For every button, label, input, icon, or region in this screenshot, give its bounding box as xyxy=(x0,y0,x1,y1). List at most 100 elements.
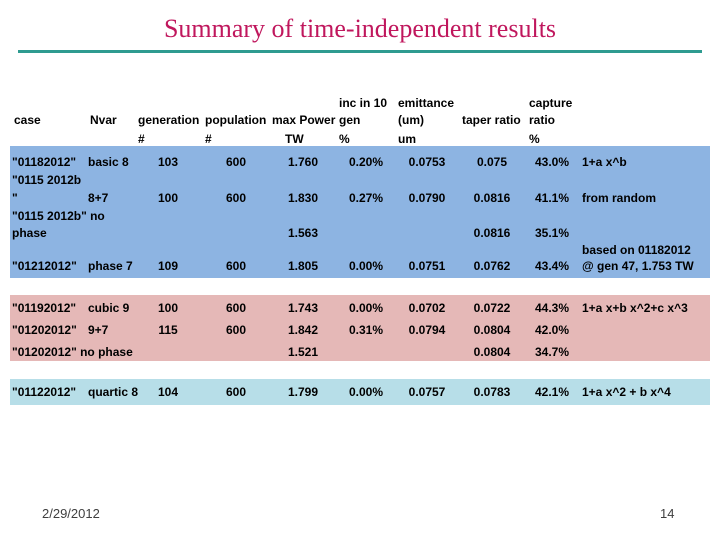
cell-nvar: cubic 9 xyxy=(88,301,130,315)
cell-note: 1+a x^b xyxy=(582,155,627,169)
cell-taper: 0.0783 xyxy=(473,385,511,399)
unit-inc: % xyxy=(339,132,350,146)
cell-case: "01122012" xyxy=(12,385,77,399)
header-um: (um) xyxy=(398,113,424,127)
cell-taper: 0.075 xyxy=(476,155,508,169)
cell-max-power: 1.521 xyxy=(287,345,319,359)
cell-case: phase xyxy=(12,226,47,240)
header-ratio: ratio xyxy=(529,113,556,127)
cell-generation: 109 xyxy=(157,259,179,273)
cell-inc: 0.00% xyxy=(348,301,384,315)
cell-capture: 42.1% xyxy=(534,385,570,399)
cell-capture: 41.1% xyxy=(534,191,570,205)
table-row: "01202012" no phase 1.521 0.0804 34.7% xyxy=(0,344,720,362)
table-row: "01182012" basic 8 103 600 1.760 0.20% 0… xyxy=(0,154,720,172)
cell-emittance: 0.0794 xyxy=(408,323,446,337)
cell-emittance: 0.0753 xyxy=(408,155,446,169)
highlight-band-pink xyxy=(10,295,710,361)
header-nvar: Nvar xyxy=(90,113,117,127)
table-row: "0115 2012b xyxy=(0,172,720,190)
cell-capture: 43.0% xyxy=(534,155,570,169)
cell-inc: 0.00% xyxy=(348,385,384,399)
header-capture: capture xyxy=(529,96,573,110)
cell-population: 600 xyxy=(225,155,247,169)
cell-taper: 0.0762 xyxy=(473,259,511,273)
header-max-power: max Power xyxy=(272,113,336,127)
table-row: "0115 2012b" no xyxy=(0,208,720,226)
table-row: "01192012" cubic 9 100 600 1.743 0.00% 0… xyxy=(0,300,720,318)
unit-generation: # xyxy=(138,132,145,146)
cell-generation: 115 xyxy=(158,323,178,337)
cell-case: "0115 2012b xyxy=(12,173,82,187)
table-header-row-2: case Nvar generation population max Powe… xyxy=(0,112,720,130)
cell-nvar: 8+7 xyxy=(88,191,109,205)
table-row: based on 01182012 xyxy=(0,242,720,260)
cell-capture: 44.3% xyxy=(534,301,570,315)
table-header-row-3: # # TW % um % xyxy=(0,131,720,149)
cell-max-power: 1.842 xyxy=(287,323,319,337)
cell-population: 600 xyxy=(225,385,247,399)
cell-inc: 0.00% xyxy=(348,259,384,273)
header-emittance: emittance xyxy=(398,96,455,110)
header-case: case xyxy=(14,113,41,127)
cell-inc: 0.27% xyxy=(348,191,384,205)
highlight-band-blue xyxy=(10,146,710,278)
cell-max-power: 1.563 xyxy=(287,226,319,240)
cell-population: 600 xyxy=(225,191,247,205)
cell-case: "01202012" xyxy=(12,323,77,337)
cell-case: " xyxy=(12,191,18,205)
cell-note: @ gen 47, 1.753 TW xyxy=(582,259,694,273)
cell-case: "01192012" xyxy=(12,301,77,315)
cell-generation: 100 xyxy=(157,191,179,205)
cell-generation: 104 xyxy=(157,385,179,399)
cell-taper: 0.0804 xyxy=(473,323,511,337)
cell-generation: 103 xyxy=(157,155,179,169)
cell-capture: 43.4% xyxy=(534,259,570,273)
table-row: " 8+7 100 600 1.830 0.27% 0.0790 0.0816 … xyxy=(0,190,720,208)
cell-note: based on 01182012 xyxy=(582,243,691,257)
cell-nvar: quartic 8 xyxy=(88,385,139,399)
page-number: 14 xyxy=(660,506,675,521)
cell-max-power: 1.830 xyxy=(287,191,319,205)
slide-date: 2/29/2012 xyxy=(42,506,100,521)
cell-inc: 0.20% xyxy=(348,155,384,169)
highlight-band-cyan xyxy=(10,379,710,405)
header-gen: gen xyxy=(339,113,361,127)
cell-case: "01182012" xyxy=(12,155,77,169)
cell-emittance: 0.0790 xyxy=(408,191,446,205)
cell-note: 1+a x^2 + b x^4 xyxy=(582,385,671,399)
cell-max-power: 1.805 xyxy=(287,259,319,273)
title-underline xyxy=(18,50,702,53)
cell-max-power: 1.743 xyxy=(287,301,319,315)
cell-case: "01212012" xyxy=(12,259,77,273)
cell-emittance: 0.0757 xyxy=(408,385,446,399)
cell-capture: 35.1% xyxy=(534,226,570,240)
table-row: "01122012" quartic 8 104 600 1.799 0.00%… xyxy=(0,384,720,402)
cell-note: from random xyxy=(582,191,657,205)
table-row: "01212012" phase 7 109 600 1.805 0.00% 0… xyxy=(0,258,720,276)
cell-nvar: basic 8 xyxy=(88,155,129,169)
unit-max-power: TW xyxy=(285,132,304,146)
header-population: population xyxy=(205,113,267,127)
header-taper-ratio: taper ratio xyxy=(462,113,521,127)
page-title: Summary of time-independent results xyxy=(163,14,557,43)
cell-generation: 100 xyxy=(157,301,179,315)
table-row: "01202012" 9+7 115 600 1.842 0.31% 0.079… xyxy=(0,322,720,340)
cell-nvar: 9+7 xyxy=(88,323,109,337)
cell-taper: 0.0722 xyxy=(473,301,511,315)
cell-max-power: 1.760 xyxy=(287,155,319,169)
cell-case: "0115 2012b" no xyxy=(12,209,105,223)
cell-population: 600 xyxy=(225,259,247,273)
cell-note: 1+a x+b x^2+c x^3 xyxy=(582,301,688,315)
cell-capture: 34.7% xyxy=(534,345,570,359)
cell-inc: 0.31% xyxy=(348,323,384,337)
cell-capture: 42.0% xyxy=(534,323,570,337)
cell-taper: 0.0816 xyxy=(473,226,511,240)
cell-taper: 0.0816 xyxy=(473,191,511,205)
header-inc-in-10: inc in 10 xyxy=(339,96,388,110)
cell-population: 600 xyxy=(225,301,247,315)
cell-emittance: 0.0702 xyxy=(408,301,446,315)
unit-capture: % xyxy=(529,132,540,146)
cell-nvar: phase 7 xyxy=(88,259,133,273)
